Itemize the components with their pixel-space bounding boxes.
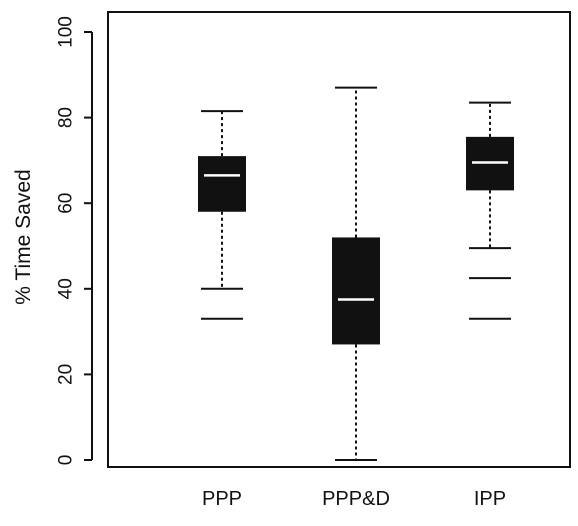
y-axis-title: % Time Saved (12, 169, 35, 304)
y-tick-label-20: 20 (56, 364, 77, 385)
box-ipp (466, 101, 514, 320)
box-ppp (198, 110, 246, 320)
x-tick-label-ppp-d: PPP&D (322, 488, 390, 510)
plot-frame (107, 11, 571, 468)
y-tick-label-40: 40 (56, 278, 77, 299)
x-tick-label-ppp: PPP (202, 488, 242, 510)
y-tick-label-100: 100 (56, 16, 77, 48)
y-tick-label-0: 0 (56, 455, 77, 466)
boxes-layer (198, 86, 514, 461)
y-axis: 0 20 40 60 80 100 (56, 16, 93, 465)
x-tick-label-ipp: IPP (474, 488, 506, 510)
box-body (332, 237, 380, 345)
x-axis-labels: PPP PPP&D IPP (202, 488, 506, 510)
box-ppp-d (332, 86, 380, 461)
y-tick-label-80: 80 (56, 107, 77, 128)
box-body (198, 156, 246, 212)
y-tick-label-60: 60 (56, 193, 77, 214)
